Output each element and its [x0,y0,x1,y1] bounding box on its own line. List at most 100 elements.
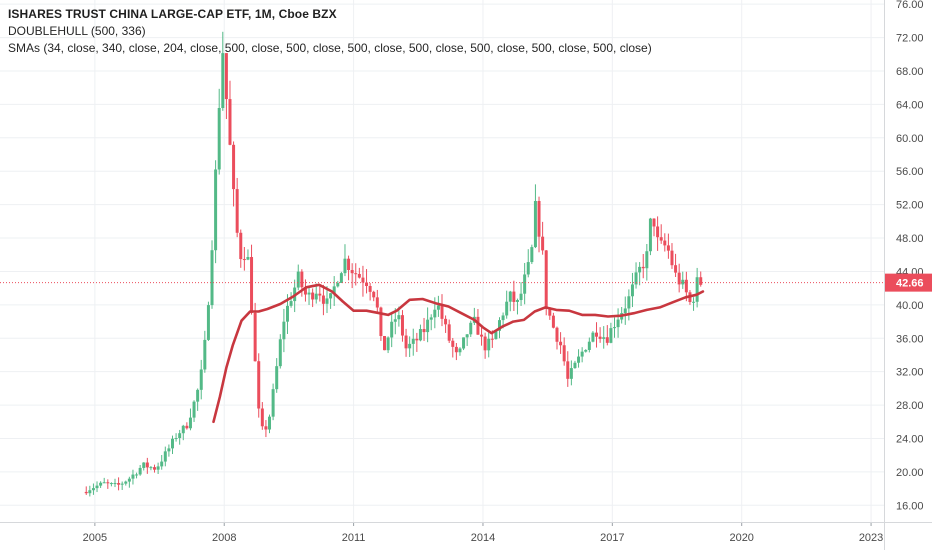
candle-body [541,236,545,251]
candle-body [336,282,340,287]
candle-body [214,169,218,251]
candle-down [300,269,304,297]
candle-body [350,270,354,274]
price-tick-label: 36.00 [896,333,924,345]
candle-body [365,282,369,287]
candle-down [224,53,228,120]
candle-down [512,280,516,311]
candle-body [393,319,397,322]
candle-up [634,262,638,289]
time-tick-label: 2008 [212,532,236,544]
candle-body [444,318,448,325]
time-tick-label: 2011 [342,532,366,544]
candle-body [569,368,573,379]
candle-body [257,361,261,409]
candle-body [303,287,307,295]
candle-up [203,330,207,373]
candle-up [343,244,347,277]
candle-down [666,233,670,259]
candle-down [235,177,239,238]
candle-body [458,348,462,353]
candle-up [386,336,390,354]
candle-up [246,249,250,261]
candle-body [645,251,649,269]
candle-body [124,481,128,484]
candle-body [271,389,275,417]
candle-up [533,184,537,249]
candle-body [648,218,652,252]
candle-body [242,259,246,261]
candle-body [490,338,494,340]
candle-up [120,481,124,490]
candle-body [566,361,570,379]
candle-body [577,356,581,363]
candle-body [695,277,699,302]
candle-down [257,353,261,418]
candle-up [192,400,196,422]
candle-body [559,341,563,346]
time-axis[interactable]: 2005 2008 2011 2014 2017 2020 2023 [0,522,932,544]
candle-body [627,296,631,309]
candle-up [623,296,627,325]
candle-body [418,329,422,341]
candle-body [408,343,412,349]
candle-body [638,266,642,273]
candle-body [670,250,674,266]
candle-body [278,339,282,367]
grid [0,0,884,522]
candle-up [515,298,519,315]
indicator-smas[interactable]: SMAs (34, close, 340, close, 204, close,… [8,41,652,55]
candle-body [605,337,609,343]
price-axis[interactable]: 16.0020.0024.0028.0032.0036.0040.0044.00… [884,0,924,550]
candle-up [217,88,221,175]
time-tick-label: 2005 [83,532,107,544]
candle-body [602,337,606,339]
candle-up [530,244,534,265]
candle-body [587,341,591,350]
candle-up [296,264,300,291]
candle-down [303,279,307,302]
candle-body [296,271,300,288]
candle-up [163,446,167,467]
candle-down [400,310,404,342]
candle-up [526,249,530,278]
candle-body [476,316,480,335]
candle-up [278,334,282,369]
candle-up [127,476,131,488]
candle-body [375,297,379,308]
candle-body [149,467,153,469]
candle-body [314,293,318,300]
indicator-doublehull[interactable]: DOUBLEHULL (500, 336) [8,24,146,38]
candle-body [505,301,509,316]
candle-up [271,383,275,421]
candle-up [569,360,573,386]
candle-body [616,319,620,328]
candle-up [584,349,588,353]
candle-up [612,317,616,338]
candle-down [480,327,484,346]
candle-body [142,462,146,468]
symbol-title[interactable]: ISHARES TRUST CHINA LARGE-CAP ETF, 1M, C… [8,7,337,21]
candle-body [440,305,444,319]
candle-body [109,483,113,485]
candle-body [530,247,534,263]
candle-down [311,288,315,308]
candle-body [598,336,602,339]
candle-body [699,277,703,285]
candle-body [595,332,599,337]
candle-up [638,262,642,286]
candle-up [411,328,415,356]
price-tick-label: 56.00 [896,166,924,178]
candle-down [595,322,599,348]
candle-body [422,329,426,333]
candle-up [426,307,430,343]
candle-body [512,291,516,302]
candle-up [167,444,171,457]
candle-body [411,338,415,344]
candle-body [260,408,264,427]
candle-body [84,491,88,494]
candle-down [444,315,448,333]
last-price-badge: 42.66 [885,273,932,292]
candle-down [670,243,674,269]
